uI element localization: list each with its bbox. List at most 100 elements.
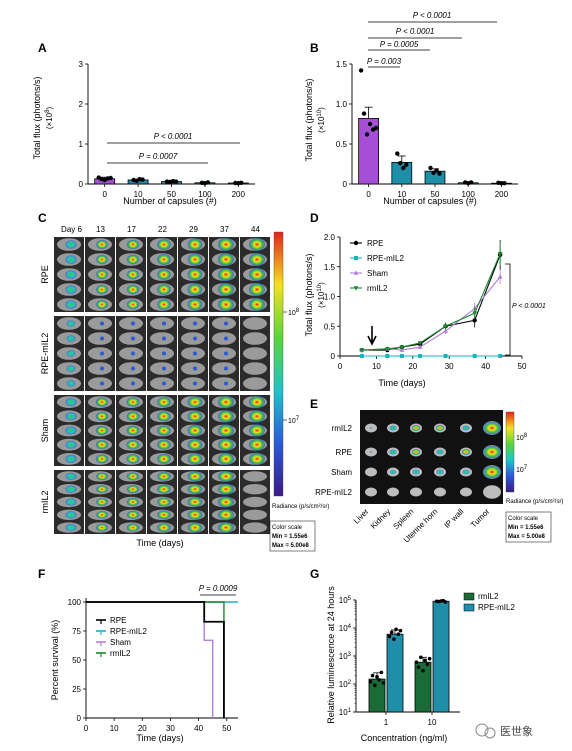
panel-f: F Percent survival (%) 0 25 50 75 100 0 10 20 30…	[38, 567, 238, 743]
x-tick-label: 40	[194, 724, 203, 733]
signal-blob	[193, 336, 197, 341]
signal-blob	[187, 453, 203, 465]
signal-blob	[96, 254, 108, 265]
data-point	[434, 168, 439, 173]
signal-blob	[411, 449, 421, 455]
y-tick-label: 25	[72, 685, 81, 694]
signal-blob	[390, 469, 396, 475]
data-point	[399, 345, 405, 350]
data-point	[381, 681, 386, 685]
signal-blob	[187, 471, 203, 482]
panel-b-letter: B	[310, 41, 319, 55]
group-label: Sham	[40, 419, 50, 443]
panel-e-colorbar-title: Radiance (p/s/cm²/sr)	[506, 499, 563, 505]
panel-g-legend: rmIL2 RPE-mIL2	[463, 592, 515, 612]
signal-blob	[96, 498, 108, 506]
data-point	[472, 354, 477, 358]
day-label: 22	[158, 225, 167, 234]
mouse-silhouette	[243, 509, 267, 520]
legend-label: RPE-mIL2	[478, 603, 515, 612]
legend-label: Sham	[110, 638, 131, 647]
data-point	[140, 177, 145, 182]
signal-blob	[224, 366, 228, 371]
signal-blob	[249, 268, 265, 281]
panel-c-image-grid	[54, 237, 270, 534]
signal-blob	[369, 427, 373, 429]
signal-blob	[96, 472, 108, 481]
signal-blob	[249, 283, 265, 296]
panel-b-bars	[358, 68, 512, 186]
y-tick-label: 0	[79, 180, 84, 189]
panel-e-colorbar-hi: 108	[516, 433, 528, 442]
panel-d-yunit: (×1010)	[317, 282, 326, 308]
signal-blob	[187, 497, 203, 507]
signal-blob	[157, 439, 171, 450]
panel-e-row-labels: rmIL2 RPE Sham RPE-mIL2	[315, 424, 352, 497]
data-point	[394, 627, 398, 632]
organ-row-label: rmIL2	[332, 424, 353, 433]
panel-c-colorbar-hi: 108	[288, 308, 300, 317]
y-tick-label: 104	[339, 624, 352, 633]
x-tick-label: 10	[428, 718, 437, 727]
x-tick-label: 20	[138, 724, 147, 733]
x-tick-label: 30	[166, 724, 175, 733]
mouse-silhouette	[243, 471, 267, 482]
data-point	[368, 679, 373, 684]
signal-blob	[187, 439, 203, 451]
panel-e-letter: E	[310, 397, 318, 411]
mouse-silhouette	[243, 377, 267, 390]
panel-a-pval-2: P < 0.0001	[154, 132, 193, 141]
signal-blob	[369, 451, 373, 453]
data-point	[367, 121, 373, 127]
signal-blob	[95, 454, 109, 464]
signal-blob	[483, 421, 501, 435]
signal-blob	[126, 284, 140, 295]
signal-blob	[66, 365, 76, 372]
signal-blob	[100, 336, 104, 341]
x-tick-label: 1	[384, 718, 389, 727]
day-label: 13	[96, 225, 105, 234]
signal-blob	[187, 253, 203, 266]
signal-blob	[66, 320, 76, 327]
panel-g-ylabel: Relative luminescence at 24 hours	[326, 586, 336, 724]
panel-c-letter: C	[38, 211, 47, 225]
organ-label: Kidney	[369, 507, 393, 531]
data-point	[401, 165, 406, 171]
signal-blob	[483, 445, 501, 459]
data-point	[443, 600, 448, 604]
panel-b-yunit: (×1010)	[317, 107, 326, 133]
data-point	[431, 170, 436, 175]
data-point	[387, 634, 392, 639]
signal-blob	[131, 381, 135, 386]
signal-blob	[187, 283, 203, 296]
panel-b-pval-4: P = 0.003	[367, 57, 402, 66]
signal-blob	[187, 522, 203, 533]
data-point	[395, 151, 400, 156]
signal-blob	[249, 396, 265, 409]
signal-blob	[187, 410, 203, 422]
panel-f-ylabel: Percent survival (%)	[50, 620, 60, 701]
signal-blob	[100, 351, 104, 356]
signal-blob	[157, 269, 171, 280]
signal-blob	[187, 396, 203, 408]
data-point	[498, 354, 503, 358]
signal-blob	[249, 410, 265, 423]
y-tick-label: 102	[339, 680, 352, 689]
panel-b-ylabel: Total flux (photons/s)	[304, 78, 314, 161]
data-point	[425, 662, 430, 667]
panel-d-legend: RPE RPE-mIL2 Sham rmIL2	[350, 239, 404, 293]
signal-blob	[412, 469, 420, 475]
x-tick-label: 10	[372, 362, 381, 371]
signal-blob	[65, 472, 77, 481]
data-point	[427, 656, 432, 661]
data-point	[414, 660, 419, 665]
legend-label: RPE	[110, 616, 126, 625]
panel-d: D Total flux (photons/s) (×1010) 0 0.5 1.0…	[304, 211, 546, 388]
data-point	[428, 165, 433, 171]
signal-blob	[249, 424, 265, 437]
data-point	[108, 175, 113, 181]
data-point	[370, 673, 375, 678]
data-point	[418, 354, 423, 358]
panel-g-xlabel: Concentration (ng/ml)	[361, 733, 448, 743]
